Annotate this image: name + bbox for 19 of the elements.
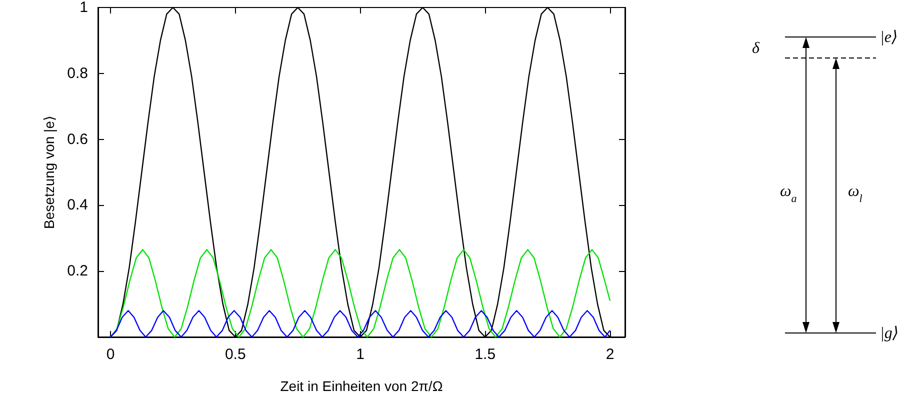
text: δ <box>752 40 760 57</box>
y-tick-label: 0.4 <box>67 196 88 214</box>
y-axis-title: Besetzung von |e⟩ <box>41 116 57 229</box>
text: |e⟩ <box>880 29 898 46</box>
text: |g⟩ <box>880 325 899 342</box>
y-tick-label: 0.6 <box>67 130 88 148</box>
line-series <box>110 249 611 338</box>
x-axis-title: Zeit in Einheiten von 2π/Ω <box>280 378 443 394</box>
x-tick-label: 2 <box>606 346 614 363</box>
text: ω$_{l}$ <box>848 183 862 205</box>
text: ω$_{a}$ <box>780 183 798 205</box>
x-tick-label: 1.5 <box>474 346 496 363</box>
y-tick-label: 0.8 <box>67 64 88 82</box>
y-tick-label: 1 <box>80 0 88 16</box>
line-series <box>110 310 611 338</box>
y-tick-label: 0.2 <box>67 262 88 280</box>
x-tick-label: 0.5 <box>224 346 246 363</box>
x-tick-label: 1 <box>356 346 364 363</box>
x-tick-label: 0 <box>106 346 115 363</box>
